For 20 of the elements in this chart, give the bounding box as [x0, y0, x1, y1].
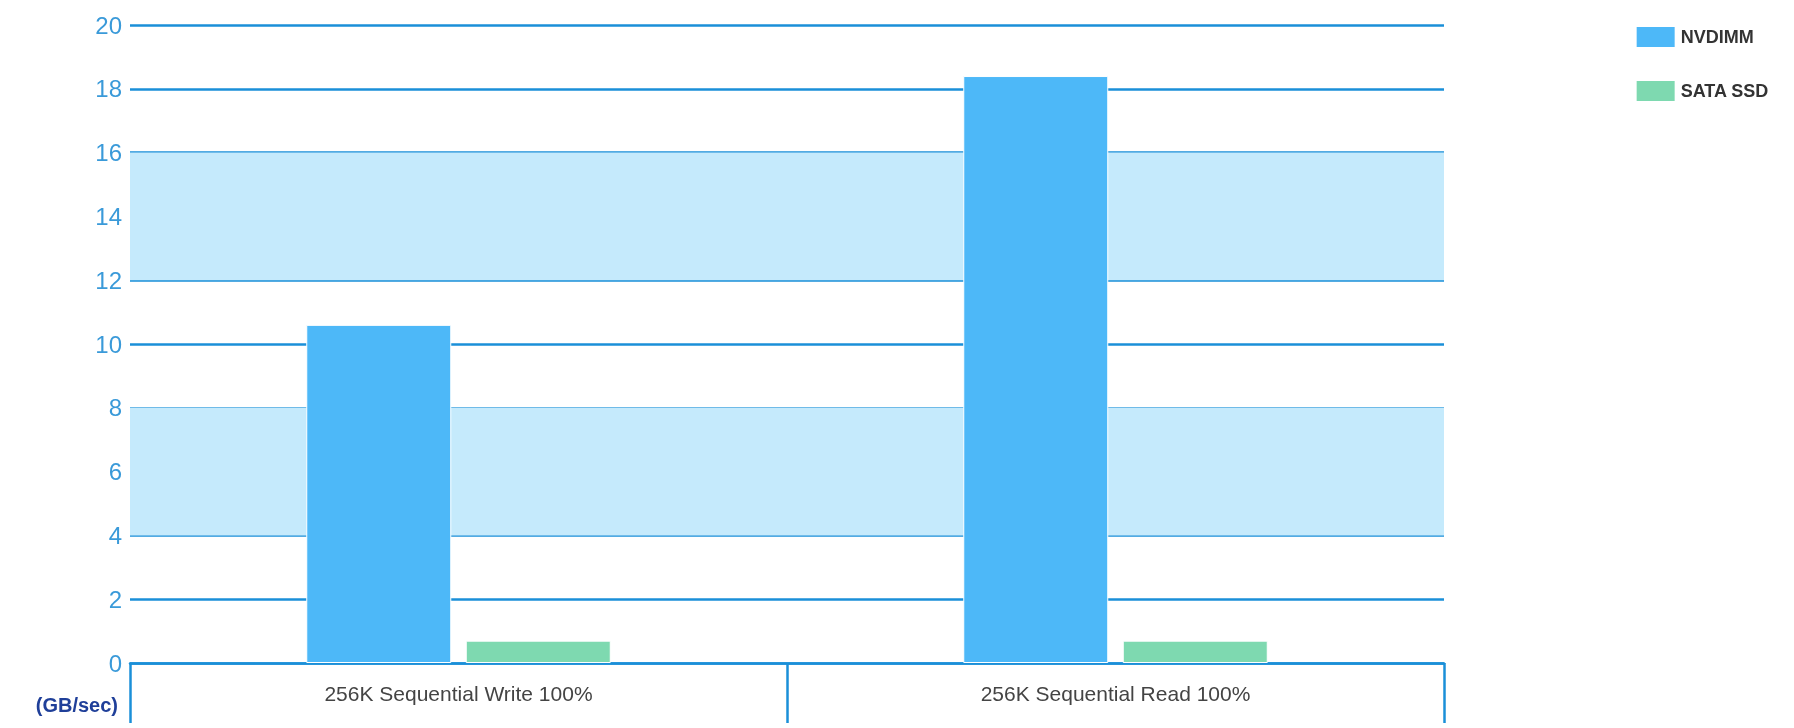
y-tick-label: 16: [95, 139, 122, 167]
y-tick-label: 8: [108, 394, 122, 422]
y-tick-label: 14: [95, 202, 122, 230]
legend-label: SATA SSD: [1680, 81, 1769, 101]
y-tick-label: 4: [108, 521, 122, 549]
y-tick-label: 20: [95, 11, 122, 39]
x-tick-label: 256K Sequential Read 100%: [980, 682, 1251, 705]
bar: [306, 324, 452, 663]
bar: [1122, 640, 1268, 663]
y-tick-label: 6: [108, 458, 122, 486]
y-tick-label: 12: [95, 266, 122, 294]
y-tick-label: 18: [95, 75, 122, 103]
bar: [963, 76, 1109, 663]
y-tick-label: 10: [95, 330, 122, 358]
x-tick-label: 256K Sequential Write 100%: [324, 682, 593, 705]
bar: [465, 640, 611, 663]
y-tick-label: 2: [108, 585, 122, 613]
legend-label: NVDIMM: [1680, 27, 1754, 47]
y-tick-label: 0: [108, 649, 122, 677]
y-axis-title: (GB/sec): [35, 694, 118, 716]
